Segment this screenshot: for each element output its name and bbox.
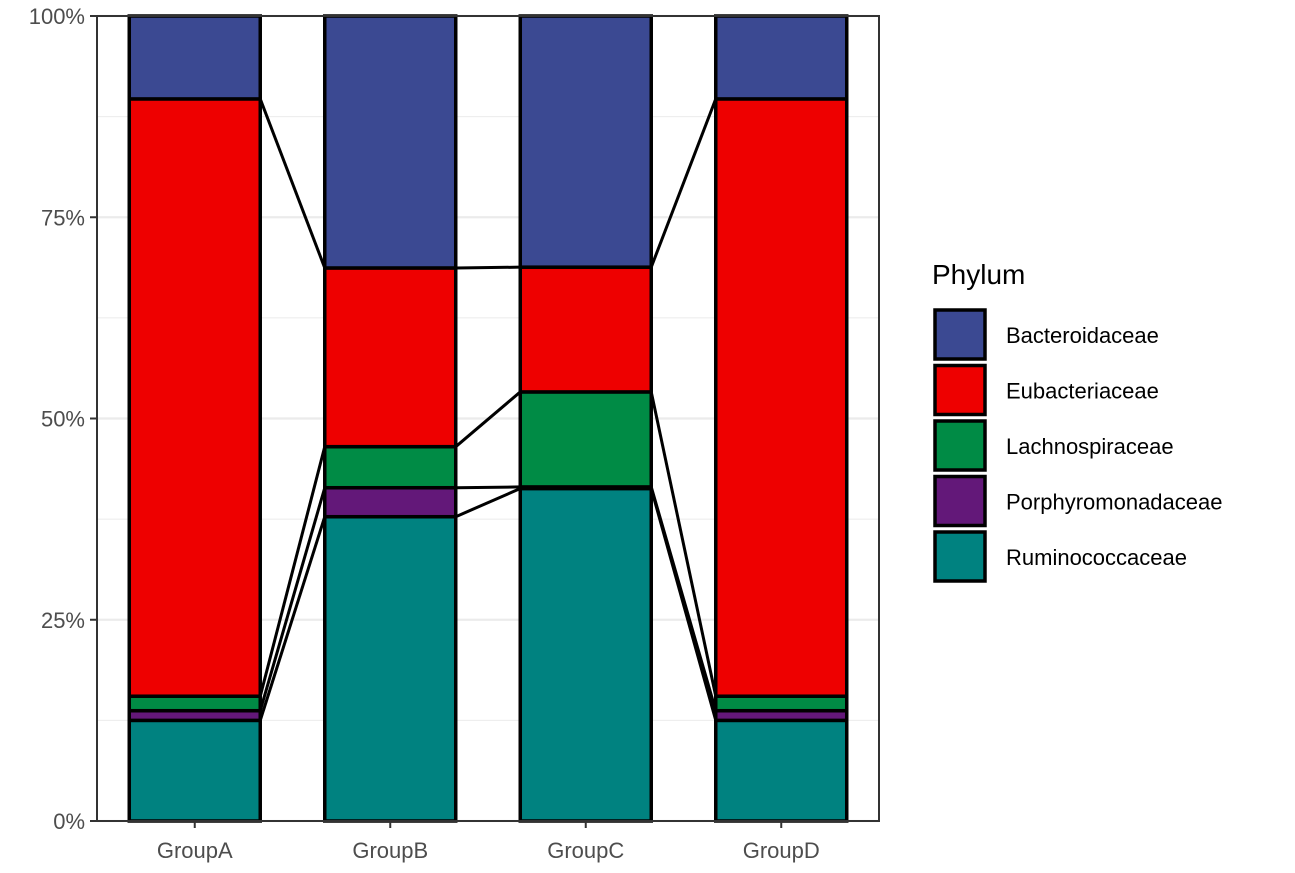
x-tick-label: GroupB: [352, 838, 428, 863]
x-tick-label: GroupC: [547, 838, 624, 863]
connector-line-lachnospiraceae: [454, 390, 522, 448]
bar-segment-groupa-bacteroidaceae: [127, 14, 262, 101]
legend-item-eubacteriaceae: Eubacteriaceae: [933, 363, 1159, 417]
legend-swatch: [933, 474, 987, 528]
y-tick-label: 75%: [41, 205, 85, 230]
legend-item-ruminococcaceae: Ruminococcaceae: [933, 530, 1187, 583]
bar-segment-groupb-bacteroidaceae: [323, 14, 458, 270]
y-tick-label: 50%: [41, 407, 85, 432]
legend: Phylum Bacteroidaceae Eubacteriaceae Lachno…: [932, 259, 1222, 583]
connector-line-lachnospiraceae: [258, 446, 327, 697]
legend-swatch: [933, 530, 987, 583]
legend-label: Lachnospiraceae: [1006, 434, 1174, 459]
y-tick-label: 0%: [53, 809, 85, 834]
bar-segment-groupb-porphyromonadaceae: [323, 485, 458, 519]
legend-swatch: [933, 363, 987, 417]
legend-item-porphyromonadaceae: Porphyromonadaceae: [933, 474, 1222, 528]
bar-segment-groupb-lachnospiraceae: [323, 444, 458, 490]
bar-segment-groupc-eubacteriaceae: [518, 265, 653, 394]
legend-item-lachnospiraceae: Lachnospiraceae: [933, 419, 1174, 472]
bar-segment-groupc-bacteroidaceae: [518, 14, 653, 269]
bar-segment-groupb-ruminococcaceae: [323, 514, 458, 823]
connector-line-ruminococcaceae: [455, 487, 521, 519]
bar-segment-groupb-eubacteriaceae: [323, 266, 458, 449]
axes: 0% 25% 50% 75% 100% GroupA GroupB GroupC GroupD: [29, 4, 820, 863]
y-tick-label: 25%: [41, 608, 85, 633]
connector-line-eubacteriaceae: [649, 98, 718, 268]
connector-line-eubacteriaceae: [258, 98, 327, 269]
bar-segment-groupd-lachnospiraceae: [714, 694, 849, 713]
bar-group-groupa: [127, 14, 262, 823]
connector-line-porphyromonadaceae: [649, 486, 718, 712]
bar-segment-groupd-bacteroidaceae: [714, 14, 849, 101]
connector-line-lachnospiraceae: [649, 391, 718, 697]
bars: [127, 14, 849, 823]
bar-group-groupb: [323, 14, 458, 823]
legend-label: Porphyromonadaceae: [1006, 490, 1222, 515]
connector-line-porphyromonadaceae: [455, 485, 521, 490]
connector-line-eubacteriaceae: [455, 265, 521, 270]
x-tick-label: GroupA: [157, 838, 233, 863]
bar-group-groupc: [518, 14, 653, 823]
bar-segment-groupd-ruminococcaceae: [714, 718, 849, 823]
connector-line-porphyromonadaceae: [258, 487, 327, 712]
legend-item-bacteroidaceae: Bacteroidaceae: [933, 308, 1159, 361]
legend-swatch: [933, 308, 987, 361]
bar-segment-groupa-lachnospiraceae: [127, 694, 262, 713]
legend-swatch: [933, 419, 987, 472]
bar-group-groupd: [714, 14, 849, 823]
connector-lines: [258, 98, 718, 721]
legend-label: Bacteroidaceae: [1006, 323, 1159, 348]
bar-segment-groupa-ruminococcaceae: [127, 718, 262, 823]
legend-label: Ruminococcaceae: [1006, 545, 1187, 570]
bar-segment-groupc-lachnospiraceae: [518, 390, 653, 489]
y-tick-label: 100%: [29, 4, 85, 29]
legend-label: Eubacteriaceae: [1006, 379, 1159, 404]
bar-segment-groupc-ruminococcaceae: [518, 486, 653, 823]
bar-segment-groupa-eubacteriaceae: [127, 97, 262, 698]
connector-line-ruminococcaceae: [258, 516, 327, 721]
x-tick-label: GroupD: [743, 838, 820, 863]
bar-segment-groupd-eubacteriaceae: [714, 97, 849, 698]
legend-title: Phylum: [932, 259, 1025, 290]
